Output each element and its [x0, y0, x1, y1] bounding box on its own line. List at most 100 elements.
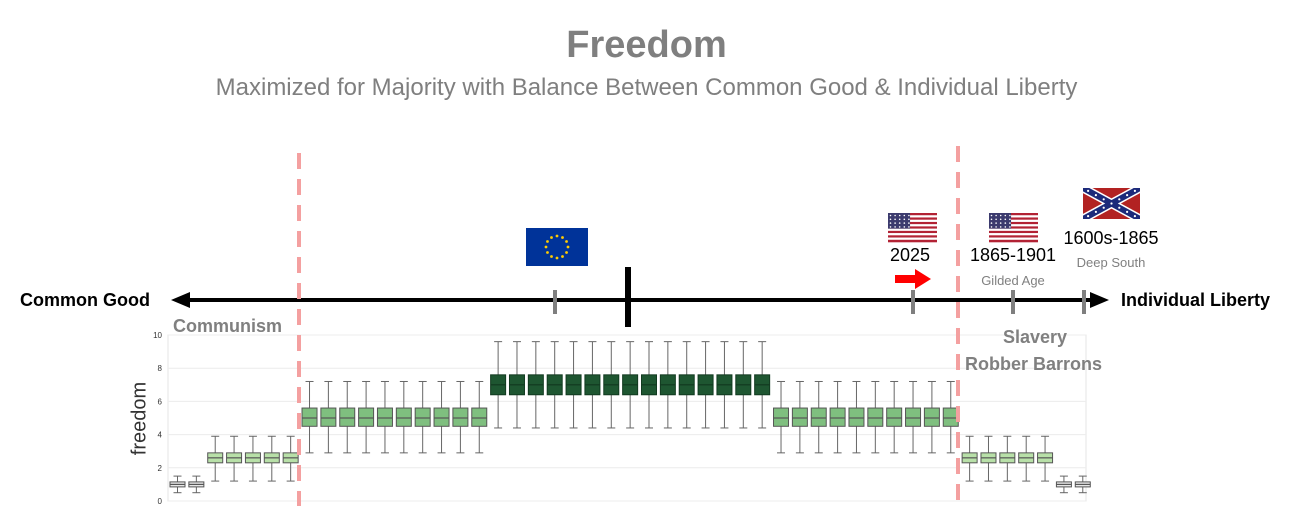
spectrum-axis — [171, 267, 1109, 327]
star — [544, 245, 548, 249]
box-plot-item — [433, 380, 450, 454]
box-plot-item — [1018, 435, 1035, 482]
star — [555, 234, 559, 238]
star — [550, 236, 553, 239]
star — [565, 240, 568, 243]
box-plot-item — [1074, 475, 1091, 494]
year-2025-label: 2025 — [889, 245, 931, 265]
y-tick-label: 8 — [158, 364, 163, 373]
box-plot-item — [263, 435, 280, 482]
y-tick-label: 6 — [158, 397, 163, 406]
star — [566, 245, 570, 249]
y-tick-label: 0 — [158, 497, 163, 506]
star — [561, 236, 564, 239]
individual-liberty-label: Individual Liberty — [1121, 290, 1271, 310]
box-body — [301, 407, 318, 427]
red-right-arrow-icon — [895, 269, 931, 289]
box-plot-item — [867, 380, 884, 454]
box-plot-item — [471, 380, 488, 454]
box-plot-item — [678, 341, 695, 429]
box-plot-item — [659, 341, 676, 429]
star — [1087, 215, 1090, 218]
star — [555, 256, 559, 260]
y-tick-label: 2 — [158, 464, 163, 473]
box-plot-item — [923, 380, 940, 454]
y-tick-label: 10 — [153, 331, 162, 340]
box-plot-item — [565, 341, 582, 429]
box-plot-item — [848, 380, 865, 454]
deep-south-label: Deep South — [1076, 255, 1146, 270]
y-axis-label: freedom — [128, 381, 151, 456]
box-body — [867, 407, 884, 427]
box-plot-item — [169, 475, 186, 494]
box-plot-item — [905, 380, 922, 454]
box-body — [320, 407, 337, 427]
box-body — [376, 407, 393, 427]
box-plot-item — [1055, 475, 1072, 494]
box-body — [923, 407, 940, 427]
robber-barons-label: Robber Barrons — [965, 354, 1103, 374]
star — [1094, 194, 1097, 197]
star — [1094, 210, 1097, 213]
common-good-label: Common Good — [20, 290, 150, 310]
box-plot-item — [1037, 435, 1054, 482]
star — [1118, 206, 1121, 209]
star — [1126, 210, 1129, 213]
eu-flag-icon — [526, 228, 588, 266]
box-plot-item — [207, 435, 224, 482]
star — [1087, 189, 1090, 192]
box-plot-item — [754, 341, 771, 429]
left-arrowhead-icon — [171, 292, 190, 308]
box-plot-item — [942, 380, 959, 454]
y-tick-label: 4 — [158, 431, 163, 440]
box-plot-item — [320, 380, 337, 454]
communism-label: Communism — [173, 316, 283, 336]
box-plot-item — [697, 341, 714, 429]
box-plot-item — [603, 341, 620, 429]
box-body — [829, 407, 846, 427]
box-plot-item — [810, 380, 827, 454]
box-plot-item — [546, 341, 563, 429]
box-plot-item — [188, 475, 205, 494]
box-plot-item — [414, 380, 431, 454]
us-flag-icon — [989, 213, 1038, 243]
box-plot-item — [358, 380, 375, 454]
box-plot-item — [301, 380, 318, 454]
star — [1102, 198, 1105, 201]
box-plot-item — [508, 341, 525, 429]
box-series — [169, 341, 1091, 494]
star — [550, 255, 553, 258]
box-body — [452, 407, 469, 427]
box-plot-item — [622, 341, 639, 429]
star — [546, 240, 549, 243]
box-plot-item — [584, 341, 601, 429]
right-arrowhead-icon — [1090, 292, 1109, 308]
box-body — [810, 407, 827, 427]
box-plot-item — [961, 435, 978, 482]
box-plot-item — [452, 380, 469, 454]
box-body — [433, 407, 450, 427]
star — [565, 251, 568, 254]
box-plot-item — [716, 341, 733, 429]
box-body — [886, 407, 903, 427]
star — [1118, 198, 1121, 201]
box-plot-item — [735, 341, 752, 429]
box-body — [905, 407, 922, 427]
year-gilded-label: 1865-1901 — [969, 245, 1057, 265]
box-plot-item — [282, 435, 299, 482]
star — [1110, 202, 1113, 205]
star — [1102, 206, 1105, 209]
star — [1133, 189, 1136, 192]
box-body — [471, 407, 488, 427]
box-plot-item — [226, 435, 243, 482]
box-plot-item — [791, 380, 808, 454]
box-body — [773, 407, 790, 427]
box-body — [848, 407, 865, 427]
confederate-flag-icon — [1083, 188, 1140, 219]
page-subtitle: Maximized for Majority with Balance Betw… — [215, 74, 1078, 101]
box-plot-item — [395, 380, 412, 454]
box-plot-item — [641, 341, 657, 429]
gilded-age-label: Gilded Age — [981, 273, 1045, 288]
box-plot-item — [980, 435, 997, 482]
box-plot-item — [490, 341, 507, 429]
